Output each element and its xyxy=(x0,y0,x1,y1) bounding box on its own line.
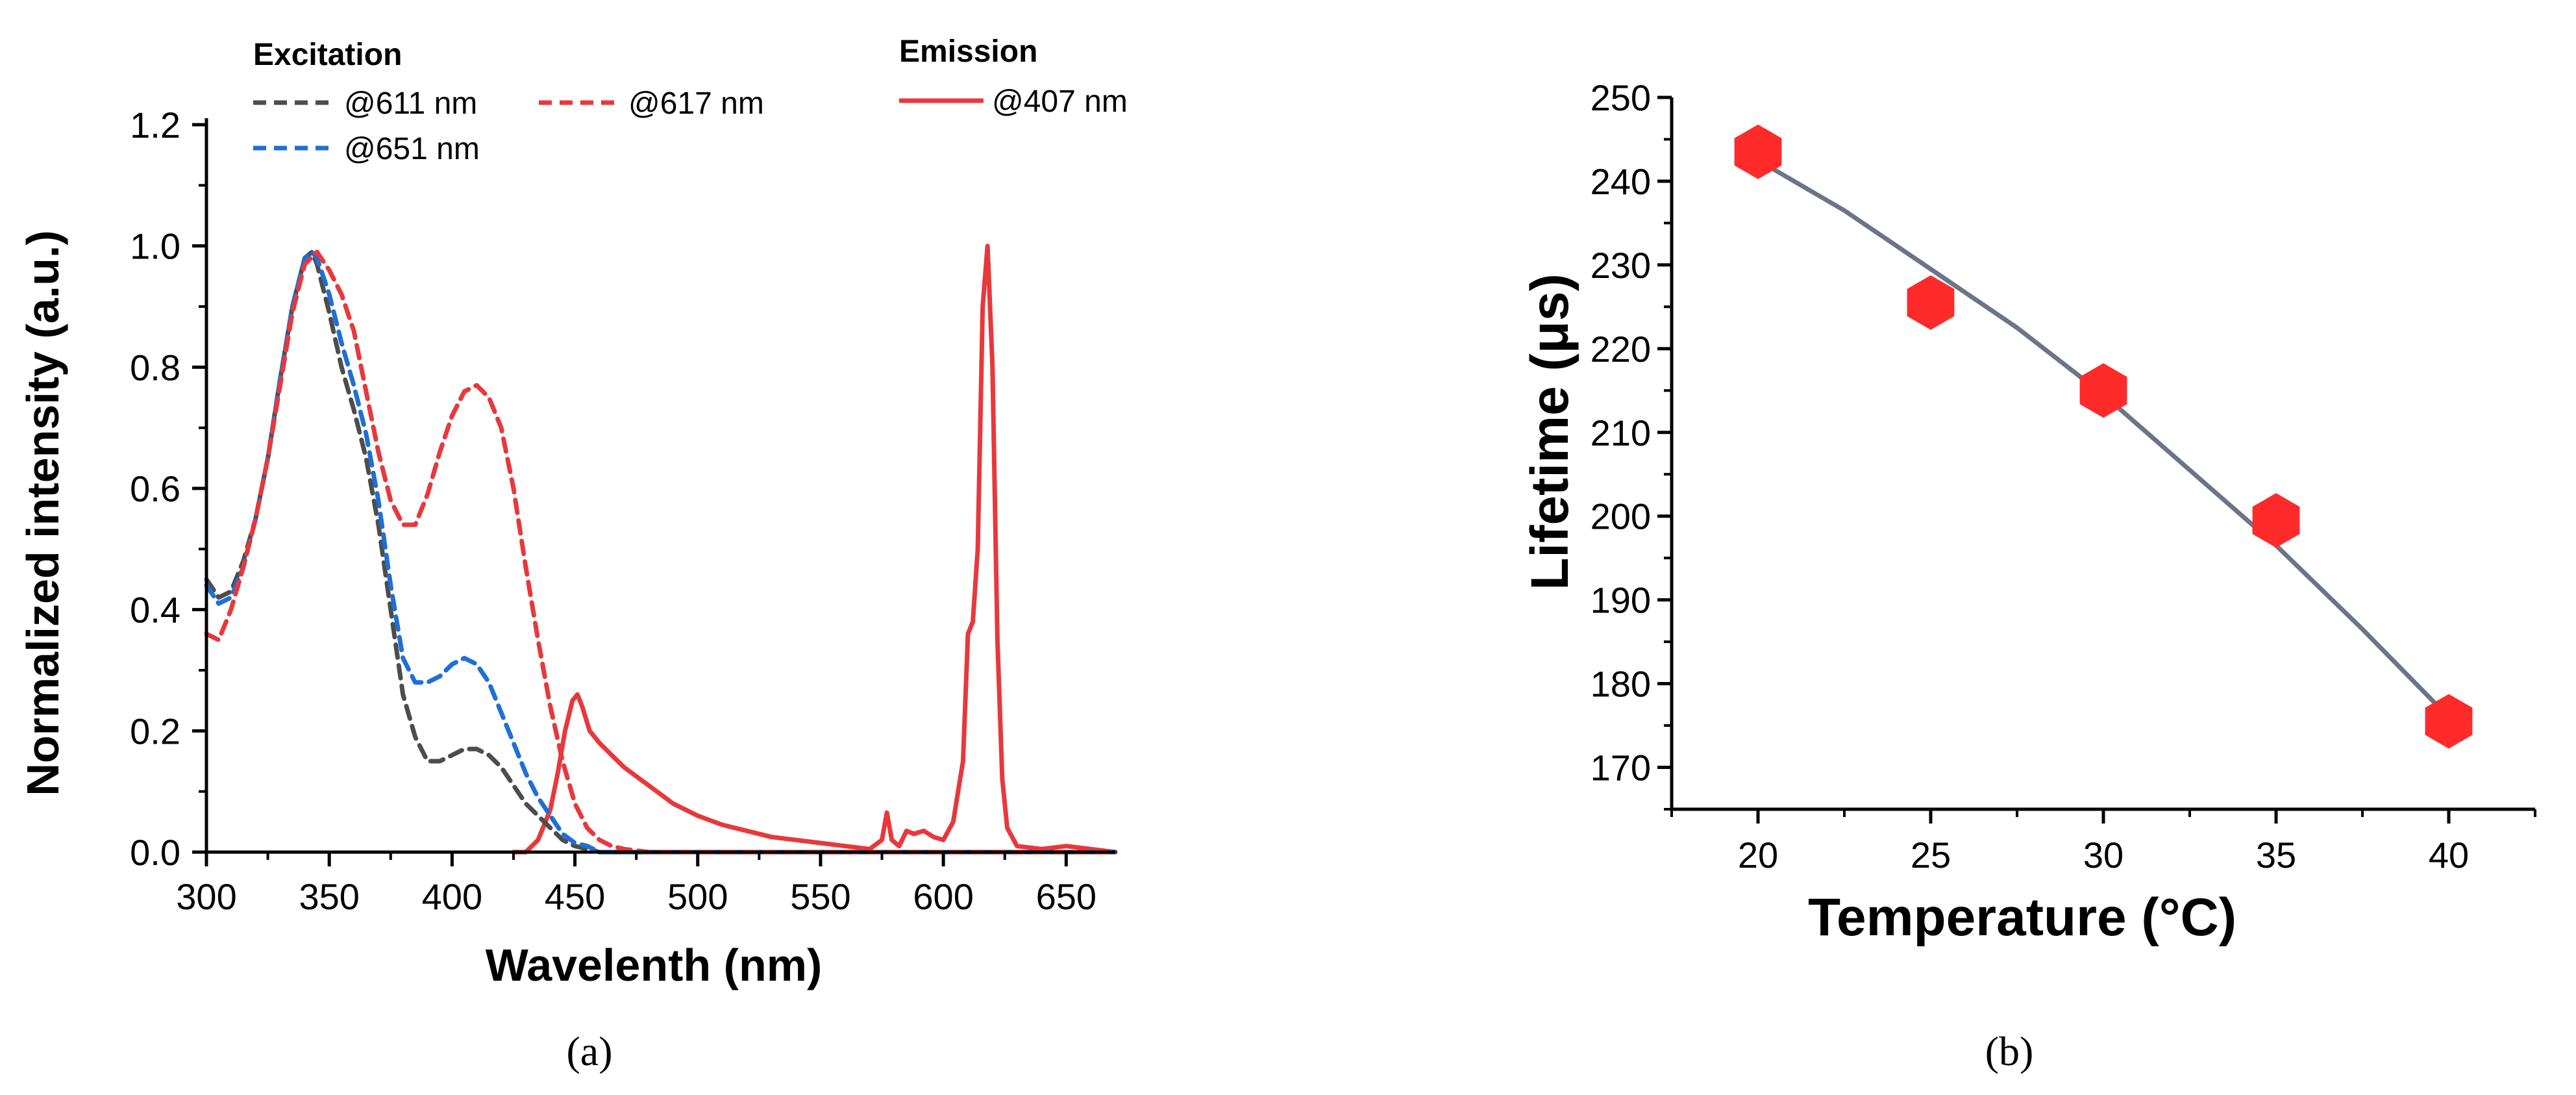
panel-b-x-tick-label: 35 xyxy=(2256,835,2296,875)
panel-a-x-tick-label: 450 xyxy=(545,876,605,917)
panel-a-y-tick-label: 0.4 xyxy=(130,590,180,631)
panel-b-y-tick-label: 170 xyxy=(1591,748,1651,788)
panel-b-y-axis-title: Lifetime (μs) xyxy=(1520,273,1579,590)
panel-b-axes xyxy=(1670,97,2535,811)
panel-a-y-axis-title: Normalized intensity (a.u.) xyxy=(18,230,68,796)
panel-a-x-tick-label: 500 xyxy=(667,876,728,917)
panel-a-ticks: 300 350 400 450 500 550 600 650 0.0 0.2 0.4 0.6 0.8 1… xyxy=(130,105,1096,917)
panel-b-y-tick-label: 200 xyxy=(1591,496,1651,537)
panel-b-chart: 20 25 30 35 40 170 180 190 200 210 220 230 240 250 Te… xyxy=(1520,77,2536,1074)
panel-b-data-point xyxy=(2252,493,2300,548)
panel-b-y-tick-label: 190 xyxy=(1591,580,1651,621)
panel-b-y-tick-label: 240 xyxy=(1591,161,1651,202)
panel-b-x-tick-label: 40 xyxy=(2429,835,2469,875)
legend-emission-title: Emission xyxy=(899,34,1037,69)
panel-a-x-tick-label: 300 xyxy=(176,876,236,917)
panel-a-y-tick-label: 1.0 xyxy=(130,226,180,267)
panel-a-x-tick-label: 550 xyxy=(790,876,850,917)
panel-a-x-tick-label: 350 xyxy=(299,876,359,917)
panel-a-label: (a) xyxy=(566,1028,612,1074)
legend-label-407: @407 nm xyxy=(992,84,1128,119)
panel-a-x-tick-label: 650 xyxy=(1036,876,1096,917)
panel-b-x-axis-title: Temperature (°C) xyxy=(1808,888,2236,947)
panel-b-y-tick-label: 180 xyxy=(1591,664,1651,705)
panel-a-legend: Excitation Emission @611 nm @651 nm @617… xyxy=(253,34,1128,166)
panel-b-data-point xyxy=(1907,275,1955,330)
panel-b-label: (b) xyxy=(1985,1028,2034,1074)
panel-b-data-point xyxy=(2079,363,2127,418)
legend-label-611: @611 nm xyxy=(344,86,477,121)
panel-a-y-tick-label: 1.2 xyxy=(130,105,180,145)
panel-b-y-tick-label: 220 xyxy=(1591,329,1651,370)
panel-a-series-layer xyxy=(204,244,1118,855)
series-line-617nm xyxy=(204,249,1118,855)
panel-b-y-tick-label: 250 xyxy=(1591,77,1651,118)
panel-b-y-tick-label: 230 xyxy=(1591,245,1651,286)
panel-b-ticks: 20 25 30 35 40 170 180 190 200 210 220 230 240 250 xyxy=(1591,77,2536,875)
panel-a-y-tick-label: 0.6 xyxy=(130,468,180,509)
panel-b-x-tick-label: 20 xyxy=(1738,835,1778,875)
legend-label-651: @651 nm xyxy=(344,132,480,166)
legend-excitation-title: Excitation xyxy=(253,38,402,72)
panel-b-y-tick-label: 210 xyxy=(1591,412,1651,453)
panel-a-x-axis-title: Wavelenth (nm) xyxy=(486,940,823,990)
panel-b-x-tick-label: 25 xyxy=(1911,835,1951,875)
legend-label-617: @617 nm xyxy=(628,86,764,121)
panel-a-chart: 300 350 400 450 500 550 600 650 0.0 0.2 0.4 0.6 0.8 1… xyxy=(18,34,1128,1074)
panel-b-x-tick-label: 30 xyxy=(2083,835,2124,875)
panel-b-fit-curve xyxy=(1755,158,2451,720)
panel-a-x-tick-label: 400 xyxy=(422,876,482,917)
panel-b-data-point xyxy=(2425,694,2473,749)
panel-b-data-point xyxy=(1734,124,1782,179)
panel-a-x-tick-label: 600 xyxy=(913,876,973,917)
series-line-407nm xyxy=(511,244,1118,855)
panel-b-series-layer xyxy=(1734,124,2473,749)
panel-a-y-tick-label: 0.2 xyxy=(130,711,180,751)
panel-a-y-tick-label: 0.8 xyxy=(130,347,180,388)
panel-a-y-tick-label: 0.0 xyxy=(130,832,180,873)
